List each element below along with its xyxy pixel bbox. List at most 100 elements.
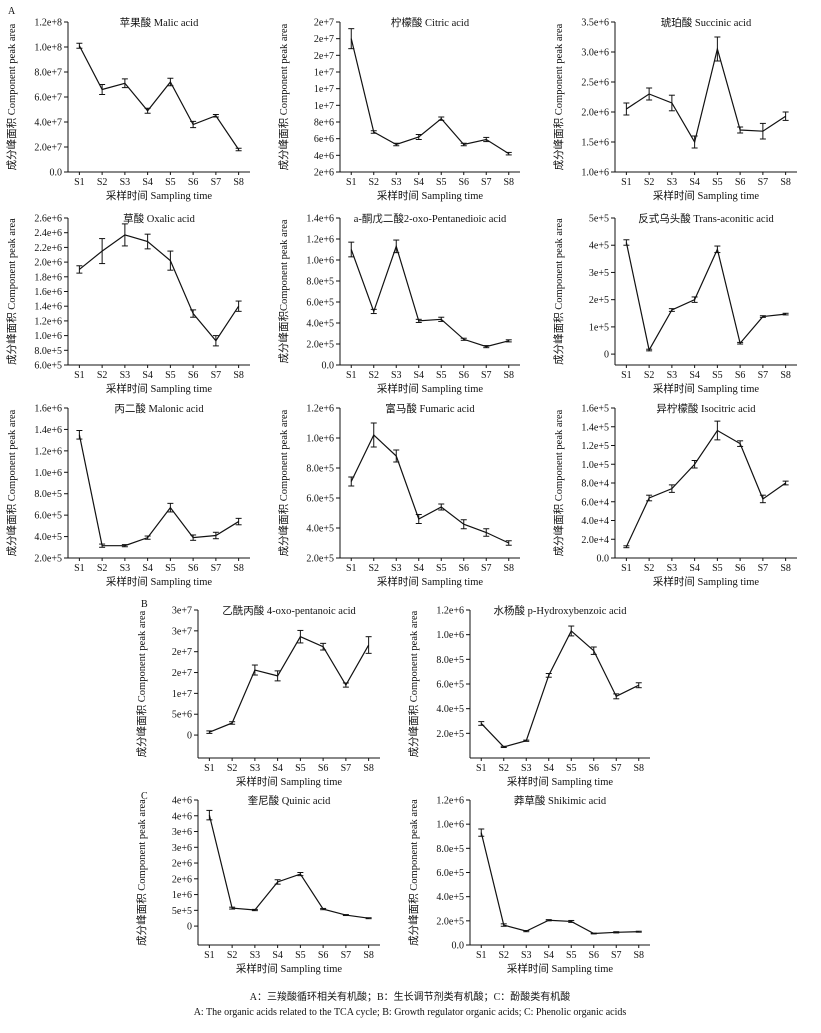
y-axis-label: 成分峰面积 Component peak area	[408, 610, 420, 757]
y-axis-label: 成分峰面积 Component peak area	[553, 409, 565, 556]
y-tick-label: 8.0e+5	[436, 844, 464, 855]
x-tick-label: S8	[363, 950, 374, 961]
x-tick-label: S2	[97, 370, 108, 381]
y-tick-label: 0	[187, 731, 192, 742]
y-tick-label: 1e+7	[172, 689, 192, 700]
x-tick-label: S4	[413, 563, 424, 574]
x-tick-label: S2	[97, 177, 108, 188]
x-tick-label: S4	[413, 177, 424, 188]
y-tick-label: 1.8e+6	[34, 272, 62, 283]
x-axis-label: 采样时间 Sampling time	[377, 189, 484, 202]
x-tick-label: S8	[503, 563, 514, 574]
y-tick-label: 1.5e+6	[581, 138, 609, 149]
x-tick-label: S1	[476, 763, 487, 774]
y-tick-label: 8.0e+5	[306, 277, 334, 288]
x-tick-label: S7	[481, 177, 492, 188]
x-tick-label: S1	[74, 563, 85, 574]
y-tick-label: 1.4e+6	[306, 214, 334, 225]
y-tick-label: 6.0e+5	[34, 511, 62, 522]
x-tick-label: S5	[295, 763, 306, 774]
x-tick-label: S7	[758, 563, 769, 574]
x-tick-label: S7	[611, 950, 622, 961]
y-tick-label: 6.0e+5	[436, 680, 464, 691]
x-tick-label: S8	[633, 763, 644, 774]
chart-title: 富马酸 Fumaric acid	[385, 402, 475, 415]
y-tick-label: 1.4e+6	[34, 425, 62, 436]
chart-title: 苹果酸 Malic acid	[120, 16, 199, 29]
y-tick-label: 1.4e+6	[34, 302, 62, 313]
x-tick-label: S1	[346, 563, 357, 574]
x-tick-label: S3	[391, 370, 402, 381]
y-tick-label: 2.2e+6	[34, 243, 62, 254]
x-axis-label: 采样时间 Sampling time	[377, 575, 484, 588]
data-line	[625, 242, 786, 352]
y-tick-label: 4.0e+5	[436, 892, 464, 903]
y-tick-label: 2e+5	[589, 295, 609, 306]
y-tick-label: 0	[187, 922, 192, 933]
y-axis-label: 成分峰面积 Component peak area	[136, 610, 148, 757]
x-tick-label: S6	[188, 563, 199, 574]
data-line	[350, 38, 510, 155]
y-tick-label: 2.6e+6	[34, 214, 62, 225]
x-axis-label: 采样时间 Sampling time	[507, 775, 614, 788]
x-axis-label: 采样时间 Sampling time	[106, 189, 213, 202]
x-tick-label: S1	[621, 563, 632, 574]
data-line	[350, 244, 509, 348]
data-line	[350, 434, 510, 544]
x-tick-label: S8	[780, 177, 791, 188]
x-axis-label: 采样时间 Sampling time	[236, 775, 343, 788]
x-tick-label: S6	[318, 763, 329, 774]
x-tick-label: S1	[621, 177, 632, 188]
y-tick-label: 8.0e+5	[306, 464, 334, 475]
y-axis-label: 成分峰面积 Component peak area	[6, 218, 18, 365]
x-tick-label: S6	[588, 763, 599, 774]
y-tick-label: 1e+7	[314, 84, 334, 95]
x-tick-label: S6	[458, 563, 469, 574]
x-tick-label: S7	[341, 763, 352, 774]
x-tick-label: S7	[341, 950, 352, 961]
x-tick-label: S3	[667, 370, 678, 381]
y-axis-label: 成分峰面积 Component peak area	[408, 799, 420, 946]
x-tick-label: S2	[368, 370, 379, 381]
x-tick-label: S8	[233, 370, 244, 381]
x-tick-label: S5	[712, 563, 723, 574]
x-tick-label: S8	[233, 563, 244, 574]
y-tick-label: 5e+6	[172, 710, 192, 721]
y-tick-label: 6e+6	[314, 134, 334, 145]
x-tick-label: S1	[476, 950, 487, 961]
x-tick-label: S3	[250, 763, 261, 774]
chart-title: 乙酰丙酸 4-oxo-pentanoic acid	[222, 604, 356, 617]
y-tick-label: 4e+5	[589, 241, 609, 252]
x-tick-label: S4	[413, 370, 424, 381]
chart-title: 奎尼酸 Quinic acid	[248, 794, 332, 807]
y-tick-label: 2e+7	[314, 18, 334, 29]
x-tick-label: S8	[503, 370, 514, 381]
x-tick-label: S2	[498, 950, 509, 961]
y-tick-label: 1.6e+6	[34, 287, 62, 298]
x-tick-label: S5	[436, 177, 447, 188]
x-tick-label: S5	[295, 950, 306, 961]
y-tick-label: 6.0e+5	[306, 494, 334, 505]
x-tick-label: S4	[543, 950, 554, 961]
y-tick-label: 1.4e+5	[581, 422, 609, 433]
x-tick-label: S2	[97, 563, 108, 574]
data-line	[78, 45, 240, 150]
x-tick-label: S4	[272, 763, 283, 774]
y-tick-label: 3e+7	[172, 606, 192, 617]
x-tick-label: S3	[521, 950, 532, 961]
y-axis-label: 成分峰面积 Component peak area	[278, 23, 290, 170]
y-axis-label: 成分峰面积 Component peak area	[6, 409, 18, 556]
y-tick-label: 4.0e+5	[306, 319, 334, 330]
y-tick-label: 1.2e+6	[34, 446, 62, 457]
y-tick-label: 4.0e+7	[34, 118, 62, 129]
x-tick-label: S3	[667, 177, 678, 188]
y-tick-label: 3.0e+6	[581, 48, 609, 59]
x-tick-label: S5	[436, 563, 447, 574]
y-tick-label: 3e+6	[172, 843, 192, 854]
y-tick-label: 1.2e+6	[34, 316, 62, 327]
y-tick-label: 5e+5	[172, 906, 192, 917]
x-tick-label: S1	[204, 950, 215, 961]
x-tick-label: S1	[204, 763, 215, 774]
x-tick-label: S7	[481, 563, 492, 574]
